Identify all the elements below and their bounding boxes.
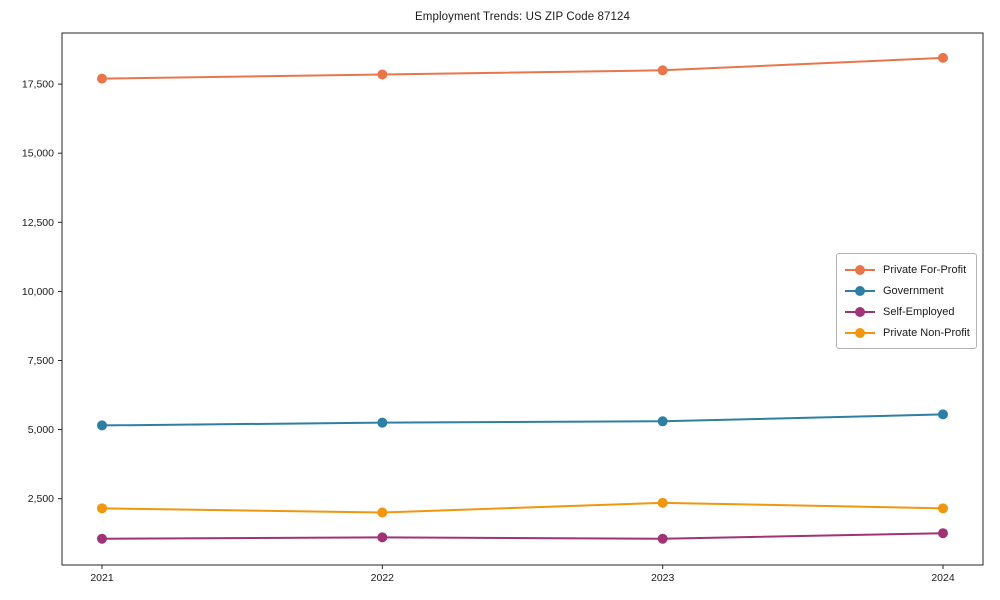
data-point (938, 409, 948, 420)
legend-item-label: Private Non-Profit (883, 326, 970, 339)
y-tick-label: 2,500 (28, 493, 54, 505)
legend-line-marker-sample (845, 327, 875, 338)
y-tick-label: 12,500 (22, 217, 54, 229)
legend-line-marker-sample (845, 264, 875, 275)
data-point (377, 532, 388, 543)
data-point (657, 533, 668, 544)
legend-item: Private For-Profit (845, 259, 968, 280)
legend-item: Self-Employed (845, 301, 968, 322)
legend-item: Government (845, 280, 968, 301)
data-point (97, 533, 107, 544)
series-line-government (101, 413, 944, 427)
x-tick-label: 2021 (90, 572, 114, 584)
data-point (377, 507, 388, 518)
legend-item-label: Private For-Profit (883, 263, 967, 276)
data-point (657, 497, 668, 508)
data-point (97, 73, 107, 84)
x-tick-label: 2024 (931, 572, 955, 584)
data-point (657, 416, 668, 427)
y-tick-label: 7,500 (28, 355, 54, 367)
data-point (97, 420, 107, 431)
data-point (938, 528, 948, 539)
x-tick-label: 2023 (651, 572, 675, 584)
plot-border (61, 32, 984, 566)
data-point (97, 503, 107, 514)
data-point (377, 417, 388, 428)
legend-item-label: Self-Employed (883, 305, 955, 318)
series-line-private-for-profit (101, 56, 944, 80)
x-tick-label: 2022 (371, 572, 395, 584)
legend: Private For-Profit Government Self-Employe… (836, 253, 977, 349)
chart-title: Employment Trends: US ZIP Code 87124 (415, 11, 630, 23)
data-point (938, 503, 948, 514)
legend-item: Private Non-Profit (845, 322, 970, 343)
y-tick-label: 10,000 (22, 286, 54, 298)
legend-line-marker-sample (845, 306, 875, 317)
y-tick-label: 17,500 (22, 79, 54, 91)
data-point (938, 52, 948, 63)
y-tick-label: 15,000 (22, 148, 54, 160)
legend-item-label: Government (883, 284, 944, 297)
series-line-private-non-profit (101, 501, 944, 514)
data-point (377, 69, 388, 80)
data-point (657, 65, 668, 76)
series-line-self-employed (101, 532, 944, 540)
y-tick-label: 5,000 (28, 424, 54, 436)
legend-line-marker-sample (845, 285, 875, 296)
